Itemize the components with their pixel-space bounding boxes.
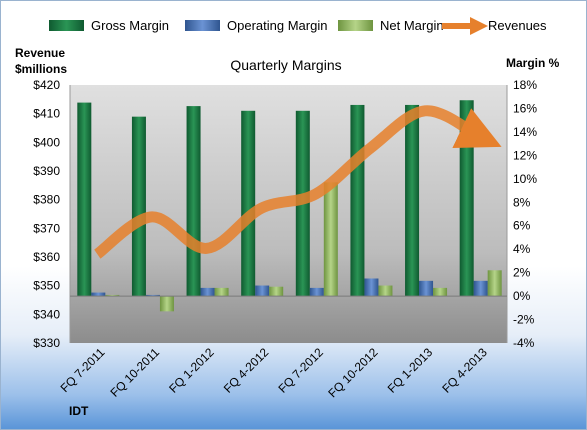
- left-tick-label: $330: [33, 336, 60, 350]
- category-label: FQ 7-2011: [58, 345, 108, 395]
- right-axis-ticks: -4% -2% 0% 2% 4% 6% 8% 10% 12% 14% 16% 18%: [513, 78, 537, 350]
- left-tick-label: $370: [33, 221, 60, 235]
- bar-operating-margin: [473, 280, 488, 297]
- bar-operating-margin: [364, 278, 379, 297]
- bar-gross-margin: [405, 104, 420, 297]
- bar-gross-margin: [186, 106, 201, 297]
- legend-label-operating-margin: Operating Margin: [227, 18, 327, 33]
- legend-label-net-margin: Net Margin: [380, 18, 444, 33]
- right-axis-title: Margin %: [506, 56, 560, 70]
- legend-item-net-margin: Net Margin: [338, 18, 444, 33]
- right-tick-label: 2%: [513, 266, 531, 280]
- left-axis-ticks: $330 $340 $350 $360 $370 $380 $390 $400 $410 $420: [33, 78, 60, 350]
- revenue-line-group: [93, 105, 502, 259]
- left-tick-label: $400: [33, 135, 60, 149]
- right-tick-label: -4%: [513, 336, 535, 350]
- bar-operating-margin: [419, 280, 434, 297]
- line-revenues: [93, 105, 502, 259]
- right-tick-label: 16%: [513, 101, 537, 115]
- category-label: FQ 10-2011: [108, 345, 163, 400]
- category-label: FQ 7-2012: [275, 345, 326, 396]
- bar-net-margin: [433, 287, 448, 297]
- legend: Gross Margin Operating Margin Net Margin…: [49, 17, 547, 35]
- bar-operating-margin: [309, 287, 324, 297]
- right-tick-label: -2%: [513, 313, 535, 327]
- left-tick-label: $410: [33, 107, 60, 121]
- bar-operating-margin: [200, 287, 215, 297]
- legend-label-revenues: Revenues: [488, 18, 547, 33]
- bar-gross-margin: [241, 110, 256, 297]
- bar-gross-margin: [459, 100, 474, 297]
- chart-title: Quarterly Margins: [230, 57, 341, 73]
- bar-net-margin: [378, 285, 393, 297]
- bar-net-margin: [214, 287, 229, 297]
- left-tick-label: $360: [33, 250, 60, 264]
- left-tick-label: $380: [33, 193, 60, 207]
- right-tick-label: 10%: [513, 172, 537, 186]
- right-tick-label: 4%: [513, 242, 531, 256]
- bar-net-margin: [323, 182, 338, 297]
- category-label: FQ 4-2012: [221, 345, 272, 396]
- left-axis-title-line2: $millions: [15, 62, 67, 76]
- left-tick-label: $420: [33, 78, 60, 92]
- left-tick-label: $390: [33, 164, 60, 178]
- bar-net-margin: [159, 296, 174, 312]
- bar-gross-margin: [131, 116, 146, 297]
- right-tick-label: 18%: [513, 78, 537, 92]
- bar-net-margin: [269, 286, 284, 297]
- legend-item-operating-margin: Operating Margin: [185, 18, 327, 33]
- category-label: FQ 1-2012: [166, 345, 217, 396]
- legend-item-gross-margin: Gross Margin: [49, 18, 169, 33]
- left-tick-label: $350: [33, 279, 60, 293]
- footer-label: IDT: [69, 404, 89, 418]
- bar-operating-margin: [255, 285, 270, 297]
- category-label: FQ 1-2013: [385, 345, 436, 396]
- category-label: FQ 10-2012: [325, 345, 380, 400]
- bar-net-margin: [487, 270, 502, 297]
- bar-gross-margin: [350, 104, 365, 297]
- right-tick-label: 0%: [513, 289, 531, 303]
- left-tick-label: $340: [33, 307, 60, 321]
- category-labels: FQ 7-2011 FQ 10-2011 FQ 1-2012 FQ 4-2012 FQ …: [58, 345, 490, 400]
- category-label: FQ 4-2013: [439, 345, 490, 396]
- right-tick-label: 12%: [513, 148, 537, 162]
- legend-label-gross-margin: Gross Margin: [91, 18, 169, 33]
- left-axis-title-line1: Revenue: [15, 46, 65, 60]
- bar-operating-margin: [91, 292, 106, 297]
- right-tick-label: 14%: [513, 125, 537, 139]
- legend-item-revenues: Revenues: [442, 17, 547, 35]
- bar-gross-margin: [77, 102, 92, 297]
- right-tick-label: 6%: [513, 219, 531, 233]
- right-tick-label: 8%: [513, 195, 531, 209]
